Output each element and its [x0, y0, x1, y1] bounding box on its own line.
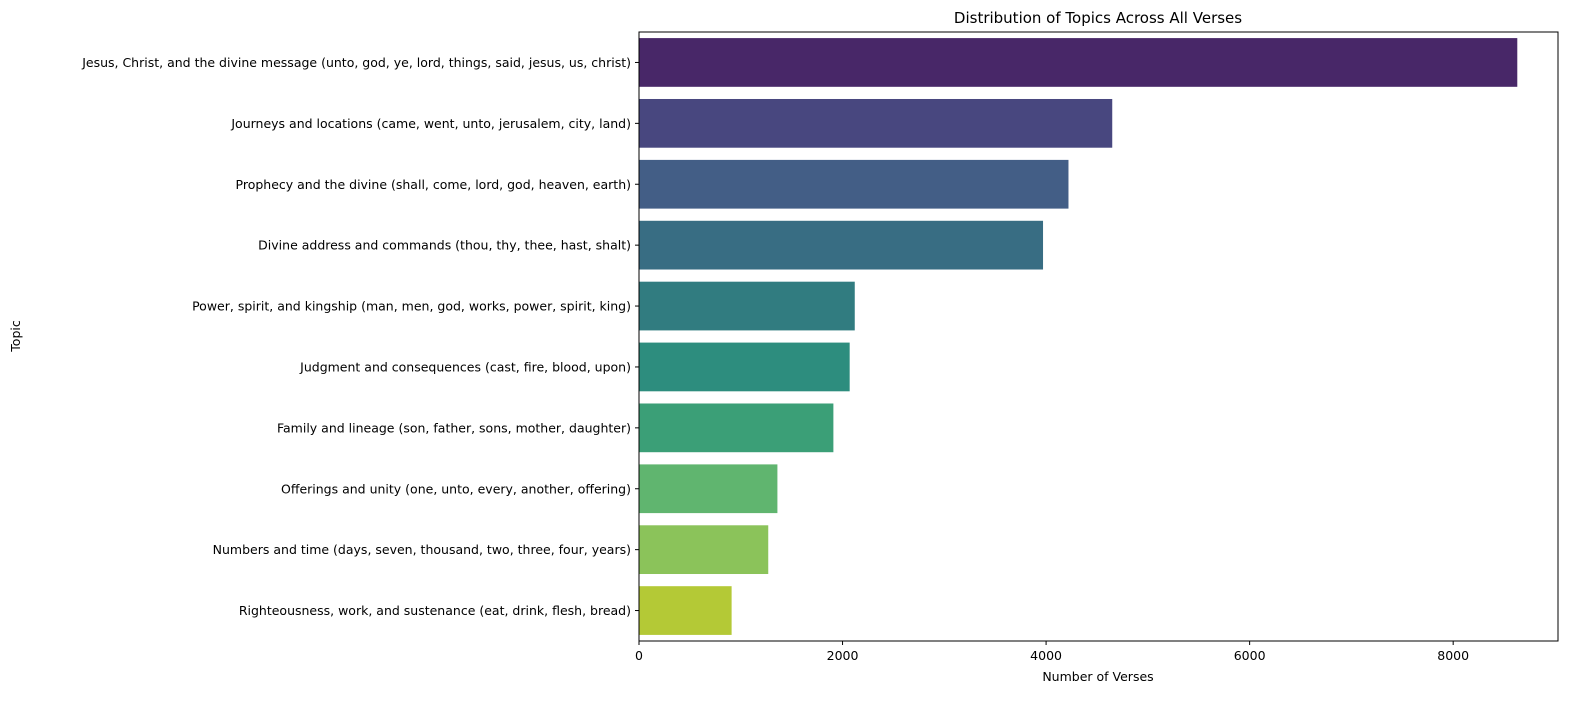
bar	[639, 98, 1113, 148]
bars-layer	[639, 38, 1518, 635]
x-tick-label: 0	[635, 648, 643, 663]
bar	[639, 159, 1069, 209]
bar	[639, 464, 778, 514]
y-tick-label: Family and lineage (son, father, sons, m…	[277, 420, 631, 435]
x-tick-label: 4000	[1030, 648, 1062, 663]
x-tick-label: 6000	[1234, 648, 1266, 663]
bar	[639, 281, 855, 331]
y-tick-label: Divine address and commands (thou, thy, …	[258, 238, 631, 253]
y-axis-label: Topic	[8, 320, 23, 353]
y-tick-label: Offerings and unity (one, unto, every, a…	[281, 481, 631, 496]
plot-frame	[638, 31, 1559, 642]
bar	[639, 220, 1044, 270]
x-tick-label: 8000	[1437, 648, 1469, 663]
y-tick-label: Numbers and time (days, seven, thousand,…	[213, 542, 631, 557]
y-tick-labels: Jesus, Christ, and the divine message (u…	[81, 55, 639, 618]
bar	[639, 38, 1518, 87]
x-axis-label: Number of Verses	[1042, 669, 1153, 684]
x-tick-labels: 0 2000 4000 6000 8000	[635, 641, 1469, 663]
chart-title: Distribution of Topics Across All Verses	[954, 9, 1242, 27]
y-tick-label: Judgment and consequences (cast, fire, b…	[299, 359, 631, 374]
y-tick-label: Jesus, Christ, and the divine message (u…	[81, 55, 631, 70]
bar	[639, 403, 834, 453]
y-tick-label: Power, spirit, and kingship (man, men, g…	[192, 299, 631, 314]
y-tick-label: Righteousness, work, and sustenance (eat…	[239, 603, 631, 618]
y-tick-label: Prophecy and the divine (shall, come, lo…	[236, 177, 631, 192]
y-tick-label: Journeys and locations (came, went, unto…	[230, 116, 631, 131]
bar	[639, 586, 732, 635]
x-tick-label: 2000	[827, 648, 859, 663]
bar	[639, 342, 850, 392]
bar	[639, 525, 769, 575]
